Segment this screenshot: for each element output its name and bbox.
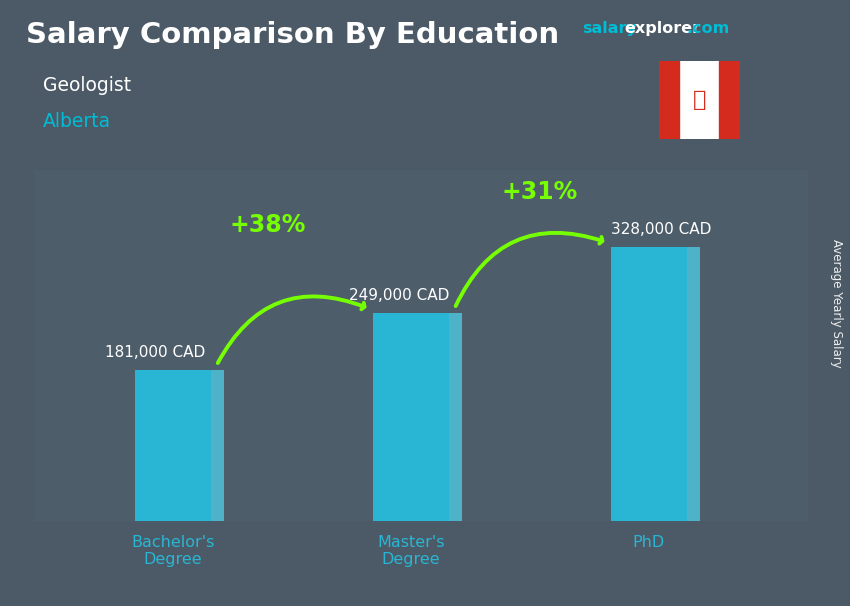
Text: .com: .com bbox=[687, 21, 730, 36]
Text: 328,000 CAD: 328,000 CAD bbox=[611, 222, 711, 236]
Text: Average Yearly Salary: Average Yearly Salary bbox=[830, 239, 843, 367]
Text: Alberta: Alberta bbox=[42, 112, 110, 131]
Text: explorer: explorer bbox=[625, 21, 701, 36]
Text: +38%: +38% bbox=[230, 213, 306, 237]
Bar bbox=[135, 370, 211, 521]
Bar bbox=[611, 247, 687, 521]
Bar bbox=[659, 61, 679, 139]
Bar bbox=[373, 313, 449, 521]
Polygon shape bbox=[449, 313, 462, 521]
Text: +31%: +31% bbox=[502, 180, 578, 204]
Text: Geologist: Geologist bbox=[42, 76, 131, 95]
Text: salary: salary bbox=[582, 21, 638, 36]
Bar bbox=[719, 61, 740, 139]
Polygon shape bbox=[211, 370, 224, 521]
Text: Salary Comparison By Education: Salary Comparison By Education bbox=[26, 21, 558, 49]
Text: 181,000 CAD: 181,000 CAD bbox=[105, 345, 206, 359]
Text: 🍁: 🍁 bbox=[693, 90, 706, 110]
Polygon shape bbox=[687, 247, 700, 521]
Text: 249,000 CAD: 249,000 CAD bbox=[349, 288, 450, 303]
